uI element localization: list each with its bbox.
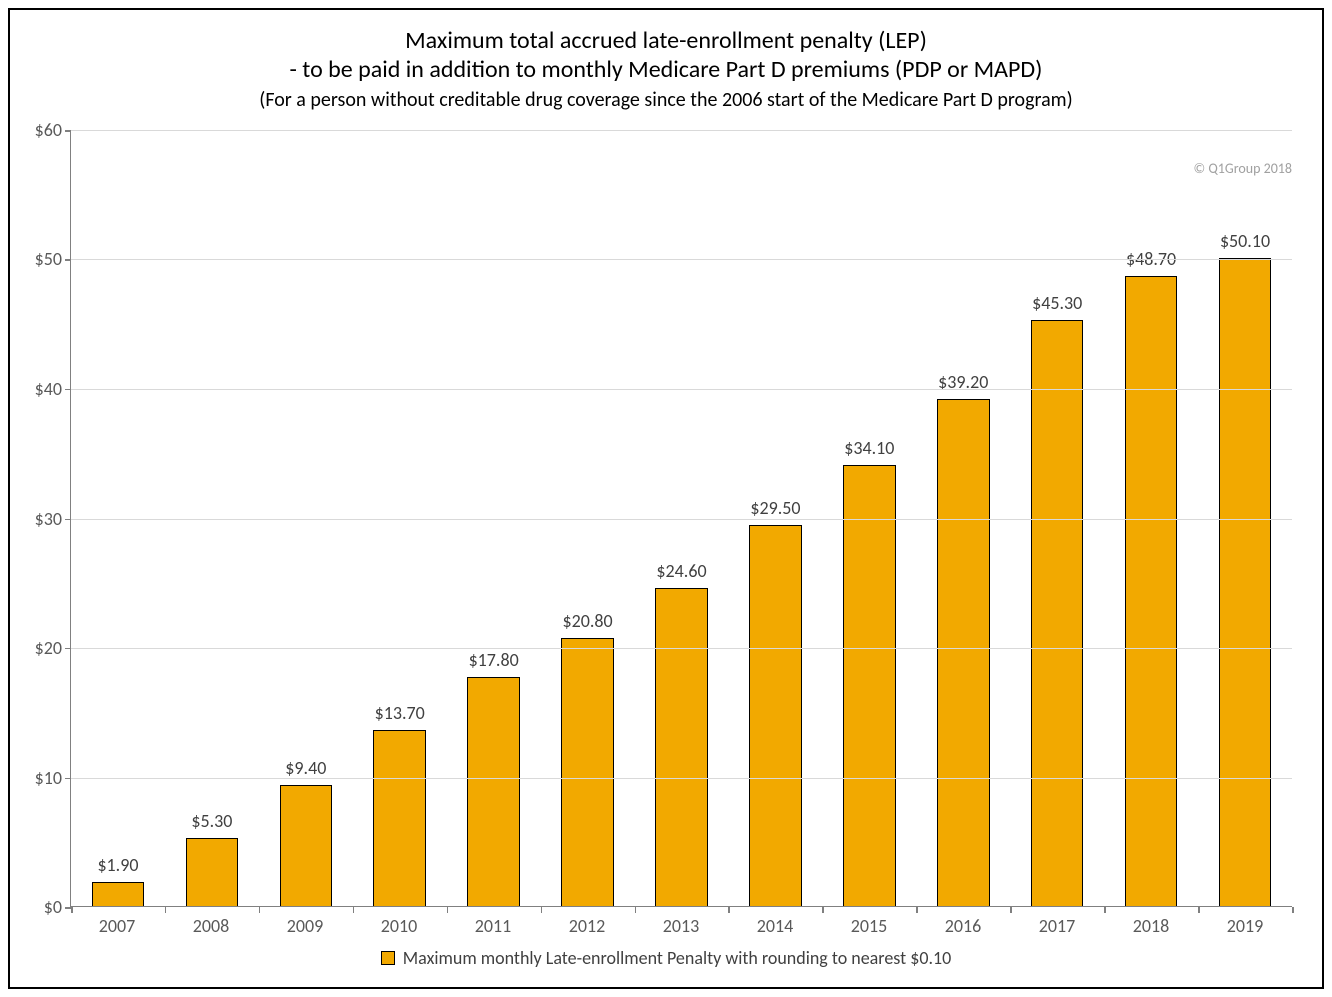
x-tick-label: 2015 (822, 915, 916, 937)
chart-subtitle: (For a person without creditable drug co… (30, 88, 1302, 112)
legend-swatch (381, 951, 395, 965)
y-tick-label: $10 (35, 767, 62, 789)
chart-title-line1: Maximum total accrued late-enrollment pe… (30, 26, 1302, 55)
plot-area: $1.90 $5.30 $9.40 $13.70 $17.80 $20.80 $24.60 $… (70, 130, 1292, 907)
x-tick-mark (635, 907, 637, 913)
x-tick-label: 2018 (1104, 915, 1198, 937)
bar-value-label: $50.10 (1220, 230, 1270, 252)
gridline (71, 389, 1292, 390)
bar-value-label: $13.70 (375, 702, 425, 724)
x-axis-labels: 2007200820092010201120122013201420152016… (10, 907, 1322, 937)
x-tick-mark (353, 907, 355, 913)
bar (843, 465, 896, 907)
x-tick-label: 2019 (1198, 915, 1292, 937)
x-tick-mark (1104, 907, 1106, 913)
x-tick-mark (916, 907, 918, 913)
bar-value-label: $34.10 (844, 437, 894, 459)
chart-container: Maximum total accrued late-enrollment pe… (8, 8, 1324, 989)
gridline (71, 648, 1292, 649)
bar-value-label: $9.40 (285, 757, 326, 779)
x-tick-label: 2009 (258, 915, 352, 937)
chart-title-block: Maximum total accrued late-enrollment pe… (10, 10, 1322, 120)
x-tick-label: 2010 (352, 915, 446, 937)
bar (749, 525, 802, 907)
x-tick-label: 2017 (1010, 915, 1104, 937)
x-tick-label: 2014 (728, 915, 822, 937)
y-tick-label: $60 (35, 119, 62, 141)
y-tick-label: $50 (35, 248, 62, 270)
x-tick-mark (165, 907, 167, 913)
bar (655, 588, 708, 907)
gridline (71, 778, 1292, 779)
x-tick-mark (541, 907, 543, 913)
x-tick-mark (1198, 907, 1200, 913)
x-axis-line (71, 906, 1292, 908)
legend-label: Maximum monthly Late-enrollment Penalty … (403, 947, 952, 969)
x-tick-mark (1292, 907, 1294, 913)
x-tick-mark (822, 907, 824, 913)
x-tick-label: 2007 (70, 915, 164, 937)
bar (561, 638, 614, 907)
y-axis: $0$10$20$30$40$50$60 (20, 130, 70, 907)
x-tick-mark (728, 907, 730, 913)
bar (373, 730, 426, 907)
bar-value-label: $24.60 (656, 560, 706, 582)
x-tick-label: 2011 (446, 915, 540, 937)
y-tick-label: $0 (44, 896, 62, 918)
x-tick-label: 2008 (164, 915, 258, 937)
x-tick-mark (259, 907, 261, 913)
x-tick-label: 2016 (916, 915, 1010, 937)
bar (1125, 276, 1178, 907)
bar (467, 677, 520, 908)
bar-value-label: $17.80 (469, 649, 519, 671)
bar (937, 399, 990, 907)
y-tick-label: $20 (35, 637, 62, 659)
x-tick-label: 2013 (634, 915, 728, 937)
y-tick-label: $30 (35, 508, 62, 530)
bar-value-label: $5.30 (191, 810, 232, 832)
bar-value-label: $45.30 (1032, 292, 1082, 314)
legend: Maximum monthly Late-enrollment Penalty … (10, 937, 1322, 987)
gridline (71, 519, 1292, 520)
bar-value-label: $1.90 (97, 854, 138, 876)
y-tick-label: $40 (35, 378, 62, 400)
bar (92, 882, 145, 907)
bar (1219, 258, 1272, 907)
plot-wrapper: $0$10$20$30$40$50$60 $1.90$5.30$9.40$13.… (10, 120, 1322, 907)
chart-title-line2: - to be paid in addition to monthly Medi… (30, 55, 1302, 84)
gridline (71, 130, 1292, 131)
bar-value-label: $20.80 (562, 610, 612, 632)
x-tick-label: 2012 (540, 915, 634, 937)
x-tick-mark (71, 907, 73, 913)
bar-value-label: $29.50 (750, 497, 800, 519)
x-tick-mark (447, 907, 449, 913)
x-tick-mark (1010, 907, 1012, 913)
bar-value-label: $39.20 (938, 371, 988, 393)
bar (1031, 320, 1084, 907)
gridline (71, 259, 1292, 260)
bar (186, 838, 239, 907)
bar (280, 785, 333, 907)
